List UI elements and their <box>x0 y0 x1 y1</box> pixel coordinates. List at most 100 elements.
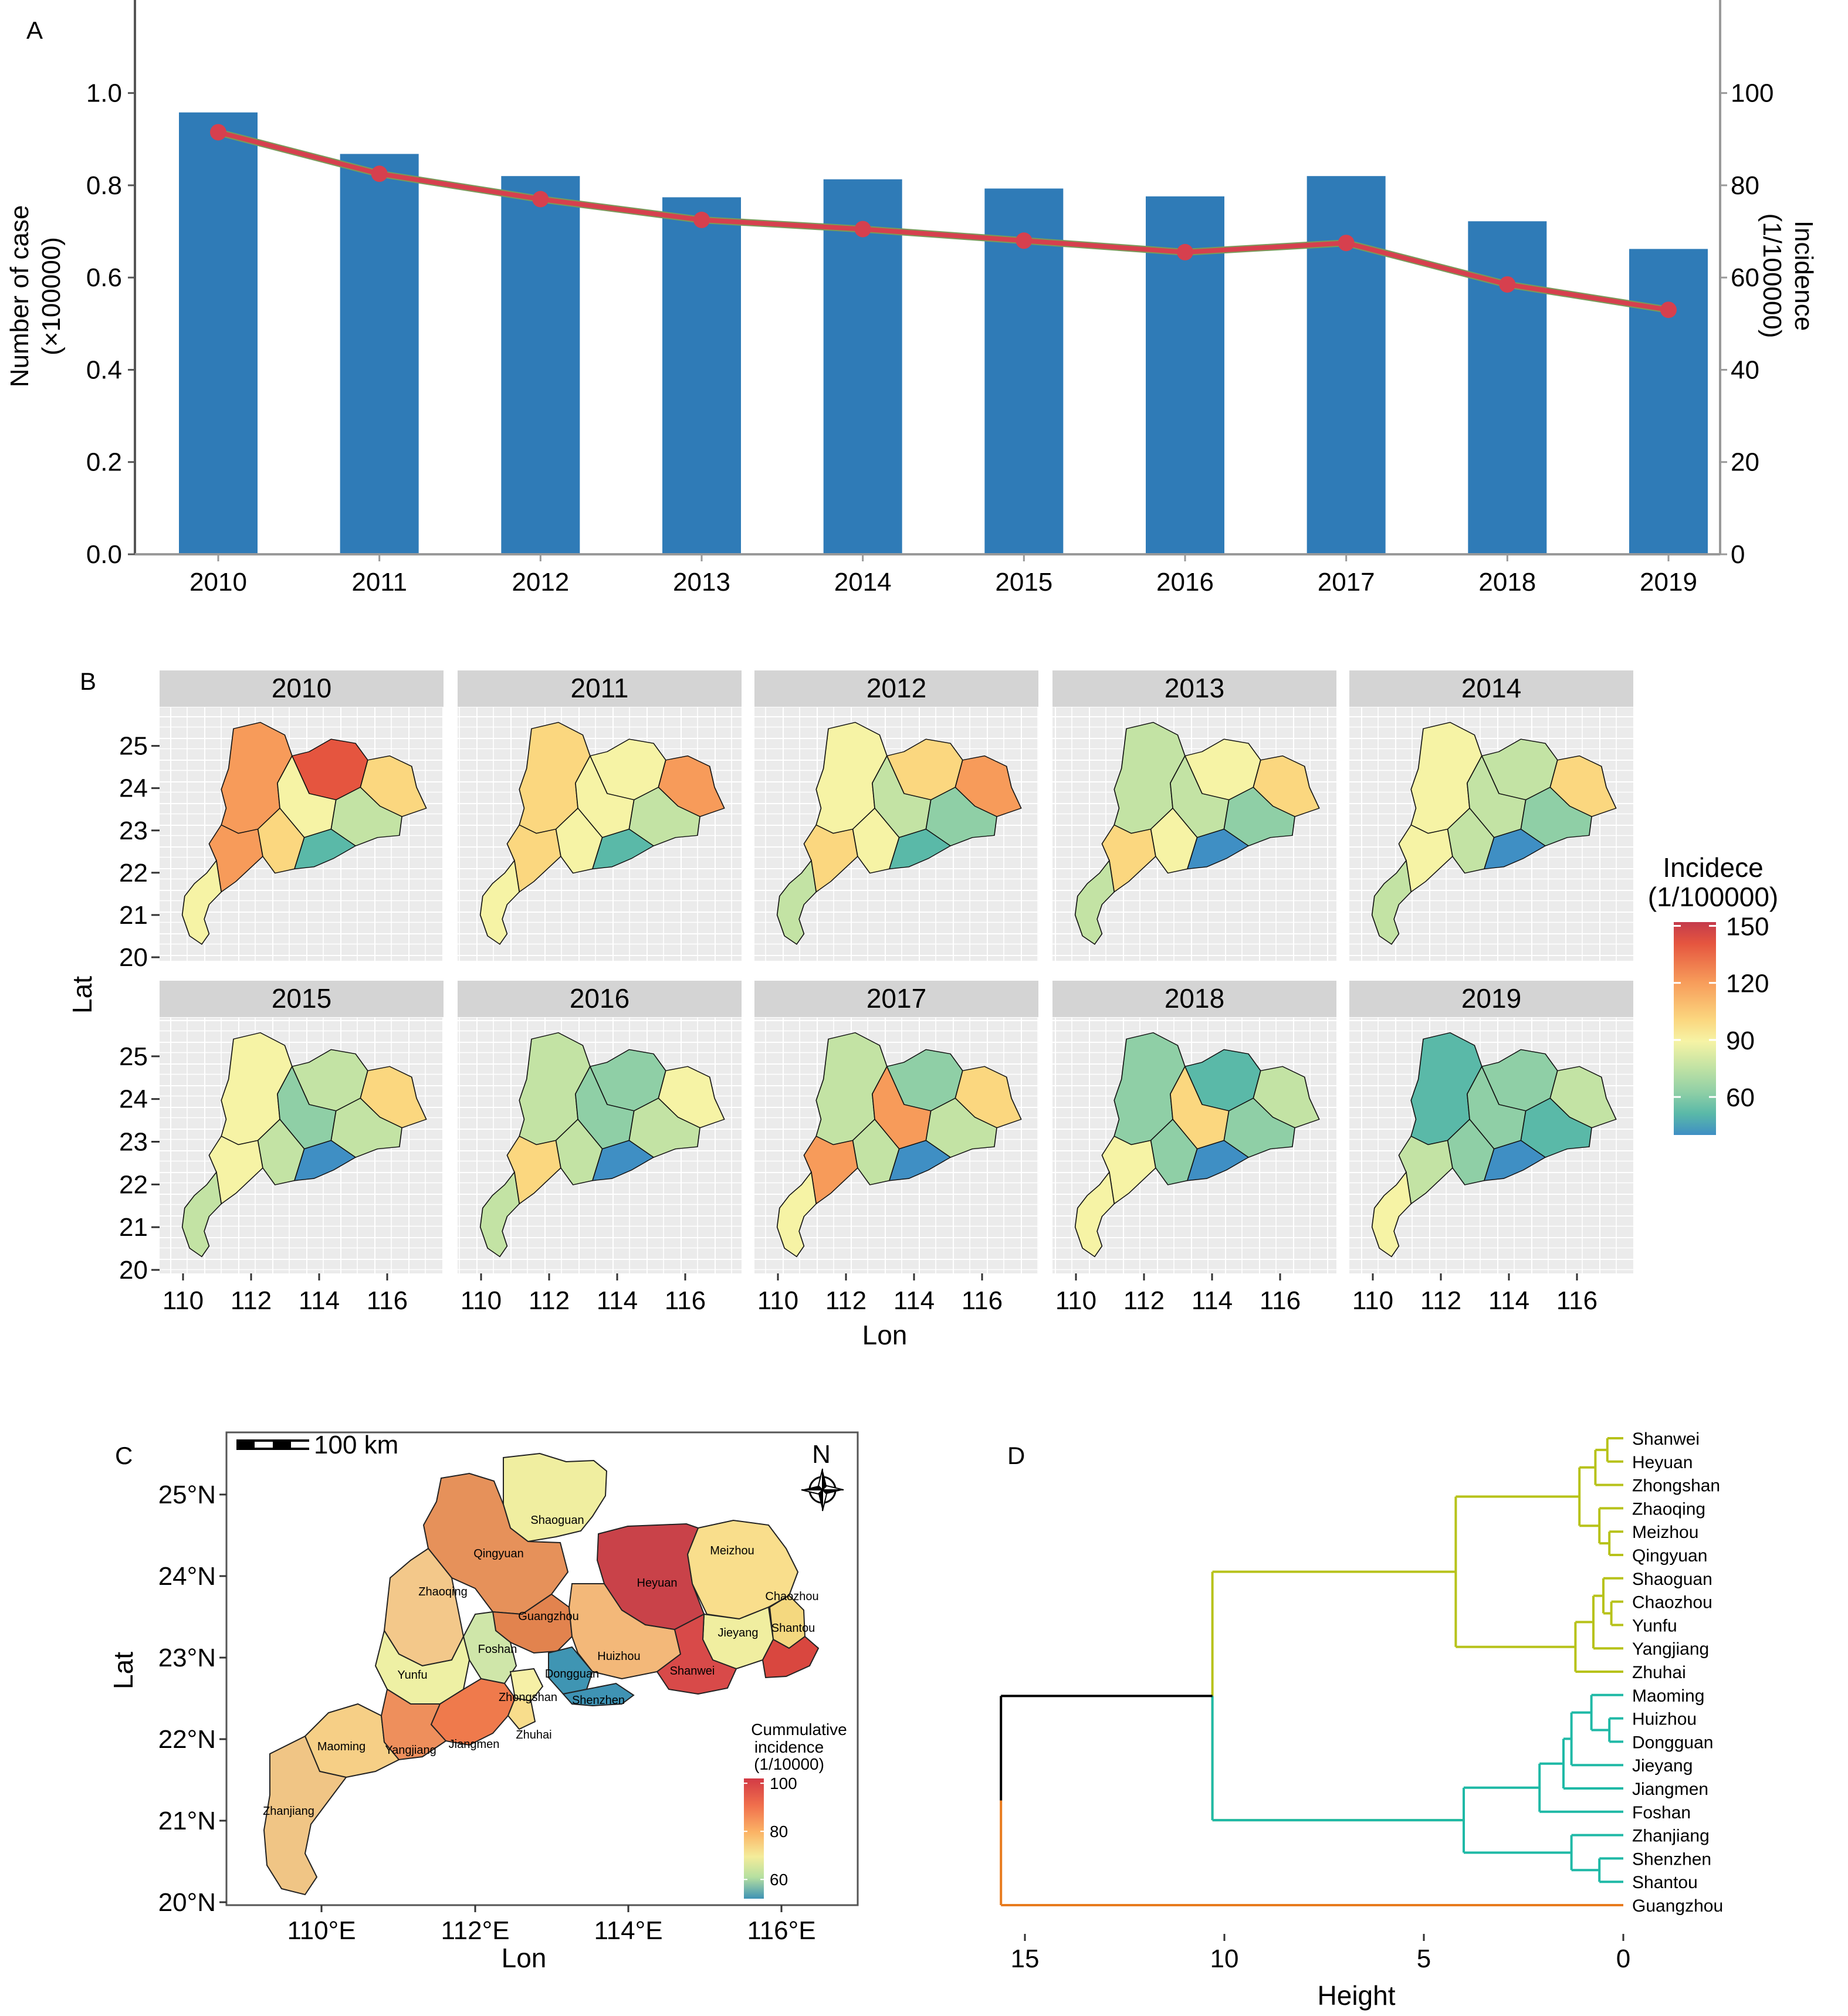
panel-label-d: D <box>1007 1442 1025 1469</box>
x-tick-label: 2018 <box>1478 568 1536 597</box>
right-y-title-line1: Incidence <box>1789 221 1818 331</box>
region <box>1186 1140 1250 1181</box>
region-label-shantou: Shantou <box>771 1622 815 1635</box>
b-y-tick-label: 21 <box>119 1213 148 1242</box>
b-y-tick-label: 20 <box>119 1256 148 1285</box>
region-label-shenzhen: Shenzhen <box>572 1694 625 1707</box>
region <box>293 828 357 870</box>
c-x-title: Lon <box>502 1943 547 1973</box>
b-x-tick-label: 112 <box>529 1286 570 1315</box>
region <box>591 1140 655 1181</box>
region-label-heyuan: Heyuan <box>637 1577 678 1590</box>
b-x-tick-label: 114 <box>1192 1286 1233 1315</box>
incidence-point-2018 <box>1499 276 1516 293</box>
left-y-ticks: 0.0 0.2 0.4 0.6 0.8 1.0 <box>86 79 135 569</box>
c-legend-tick-label: 80 <box>770 1822 788 1841</box>
facet-map <box>181 1032 427 1258</box>
b-x-tick-label: 116 <box>665 1286 706 1315</box>
right-y-tick-label: 40 <box>1731 355 1759 384</box>
facet-2016: 2016 <box>458 981 742 1273</box>
c-legend-tick-label: 60 <box>770 1871 788 1889</box>
facet-strip <box>458 670 742 707</box>
scale-bar: 100 km <box>236 1431 398 1459</box>
leaf-label-meizhou: Meizhou <box>1632 1523 1698 1542</box>
b-legend-title-line1: Incidece <box>1663 852 1763 883</box>
incidence-point-2012 <box>532 191 549 208</box>
facet-strip-label: 2019 <box>1461 983 1521 1014</box>
c-x-tick-label: 116°E <box>747 1916 815 1945</box>
x-tick-label: 2013 <box>673 568 730 597</box>
b-x-tick-label: 116 <box>367 1286 408 1315</box>
region-label-maoming: Maoming <box>317 1740 365 1753</box>
region-label-guangzhou: Guangzhou <box>518 1610 578 1623</box>
right-y-title: Incidence (1/100000) <box>1758 214 1818 338</box>
north-arrow: N <box>801 1440 844 1512</box>
region-shenzhen <box>562 1682 635 1707</box>
left-y-title-line1: Number of case <box>5 205 34 388</box>
b-x-tick-label: 110 <box>1055 1286 1096 1315</box>
leaf-label-foshan: Foshan <box>1632 1803 1691 1822</box>
facet-2014: 2014 <box>1349 670 1633 961</box>
incidence-point-2015 <box>1016 232 1033 249</box>
region-label-shanwei: Shanwei <box>670 1665 715 1678</box>
region <box>1371 1171 1412 1258</box>
bar-2018 <box>1468 221 1547 554</box>
facet-strip-label: 2017 <box>867 983 926 1014</box>
guangdong-map: Shaoguan Qingyuan Meizhou Zhaoqing Guangzhou… <box>263 1452 820 1896</box>
facet-strip <box>1052 670 1336 707</box>
x-tick-label: 2011 <box>351 568 407 597</box>
leaf-label-shaoguan: Shaoguan <box>1632 1570 1712 1589</box>
region <box>776 859 817 945</box>
region <box>1483 828 1546 870</box>
left-y-tick-label: 0.8 <box>86 171 122 200</box>
facet-2013: 2013 <box>1052 670 1336 961</box>
compass-rose-icon <box>801 1468 844 1512</box>
region <box>1483 1140 1546 1181</box>
leaf-label-huizhou: Huizhou <box>1632 1710 1697 1729</box>
bar-2013 <box>662 197 741 554</box>
north-label: N <box>812 1440 831 1469</box>
leaf-label-yunfu: Yunfu <box>1632 1616 1677 1635</box>
c-legend-tick-label: 100 <box>770 1774 797 1793</box>
region-label-qingyuan: Qingyuan <box>473 1547 524 1560</box>
region-zhanjiang <box>263 1735 347 1896</box>
incidence-point-2010 <box>210 124 226 141</box>
b-legend: Incidece (1/100000) 150 120 90 60 <box>1648 852 1778 1135</box>
region-shantou <box>761 1635 820 1679</box>
b-x-tick-label: 110 <box>163 1286 204 1315</box>
c-x-tick-label: 110°E <box>287 1916 356 1945</box>
panel-label-b: B <box>80 668 96 695</box>
facet-map <box>1074 721 1320 945</box>
facet-map <box>479 1032 725 1258</box>
leaf-label-yangjiang: Yangjiang <box>1632 1639 1709 1659</box>
leaf-label-jieyang: Jieyang <box>1632 1756 1693 1776</box>
facet-map <box>1371 721 1617 945</box>
c-x-tick-label: 112°E <box>441 1916 509 1945</box>
incidence-point-2014 <box>854 221 871 238</box>
d-x-tick-label: 15 <box>1011 1944 1040 1973</box>
facet-strip <box>1052 981 1336 1017</box>
b-x-tick-label: 114 <box>1488 1286 1529 1315</box>
dendrogram <box>1000 1437 1623 1906</box>
incidence-point-2017 <box>1338 235 1355 252</box>
c-legend-title-line2: incidence <box>754 1738 824 1756</box>
facet-strip-label: 2012 <box>867 673 926 703</box>
panel-label-a: A <box>26 16 43 44</box>
b-y-title: Lat <box>67 976 97 1014</box>
b-x-tick-label: 116 <box>962 1286 1003 1315</box>
bar-2010 <box>179 112 258 554</box>
c-y-tick-label: 23°N <box>158 1644 216 1672</box>
right-y-title-line2: (1/100000) <box>1758 214 1786 338</box>
region-heyuan <box>596 1523 705 1631</box>
c-legend-colorbar <box>744 1778 764 1899</box>
facet-strip-label: 2010 <box>272 673 331 703</box>
region <box>479 859 520 945</box>
b-y-tick-label: 22 <box>119 1170 148 1199</box>
region-foshan <box>462 1611 517 1685</box>
facet-2017: 2017 <box>754 981 1038 1273</box>
axes-b: 20 21 22 23 24 25 20 21 22 23 24 25 110 112 114 116 110 1… <box>119 732 1597 1315</box>
incidence-point-2019 <box>1660 301 1677 319</box>
b-x-tick-label: 112 <box>825 1286 867 1315</box>
region-label-zhaoqing: Zhaoqing <box>418 1585 467 1598</box>
